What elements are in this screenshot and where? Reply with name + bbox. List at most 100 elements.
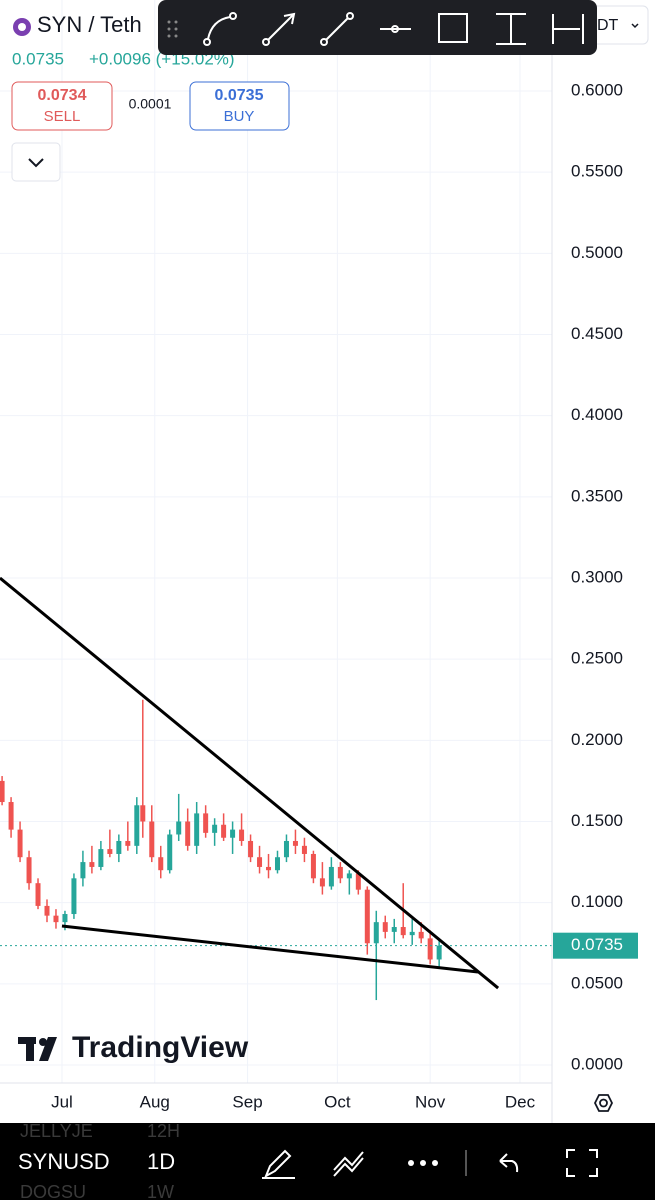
quote: DT bbox=[597, 17, 619, 34]
candle-body bbox=[337, 866, 343, 879]
candle-body bbox=[107, 849, 113, 854]
spread: 0.0001 bbox=[129, 96, 172, 112]
candle-body bbox=[185, 821, 191, 846]
sell-price: 0.0734 bbox=[38, 87, 87, 104]
drawing-toolbar bbox=[158, 0, 597, 55]
more-button[interactable] bbox=[408, 1160, 438, 1166]
symbol[interactable]: SYNUSD bbox=[18, 1149, 110, 1174]
y-tick-label: 0.1500 bbox=[571, 811, 623, 830]
undo-button[interactable] bbox=[499, 1153, 519, 1173]
candle-body bbox=[89, 862, 95, 867]
horizontal-line-tool[interactable] bbox=[380, 25, 411, 33]
path-tool[interactable] bbox=[203, 12, 237, 46]
candle-body bbox=[71, 878, 77, 915]
candle-body bbox=[436, 945, 442, 960]
buy-price: 0.0735 bbox=[215, 87, 264, 104]
fullscreen-button[interactable] bbox=[566, 1149, 598, 1177]
candle-body bbox=[80, 862, 86, 879]
candle-body bbox=[319, 878, 325, 887]
candle-body bbox=[140, 805, 146, 822]
candle-body bbox=[418, 931, 424, 939]
x-tick-label: Aug bbox=[140, 1092, 170, 1111]
y-tick-label: 0.2500 bbox=[571, 649, 623, 668]
watermark: TradingView bbox=[72, 1031, 249, 1064]
candle-body bbox=[355, 873, 361, 890]
candle-body bbox=[125, 840, 131, 846]
arrow-tool[interactable] bbox=[262, 12, 296, 46]
candle-body bbox=[373, 922, 379, 944]
ghost-symbol: JELLYJE bbox=[20, 1121, 93, 1141]
rectangle-tool[interactable] bbox=[438, 13, 468, 43]
candle-body bbox=[98, 849, 104, 867]
candle-body bbox=[134, 805, 140, 846]
x-tick-label: Sep bbox=[232, 1092, 262, 1111]
date-range-tool[interactable] bbox=[552, 14, 584, 44]
indicators-button[interactable] bbox=[333, 1151, 364, 1177]
candle-body bbox=[301, 845, 307, 854]
candle-body bbox=[266, 866, 272, 871]
y-tick-label: 0.0500 bbox=[571, 973, 623, 992]
y-tick-label: 0.3000 bbox=[571, 567, 623, 586]
ghost-interval: 12H bbox=[147, 1121, 180, 1141]
buy-button[interactable] bbox=[189, 81, 290, 131]
ghost-interval: 1W bbox=[147, 1182, 174, 1200]
candle-body bbox=[292, 840, 298, 846]
candle-body bbox=[248, 840, 254, 858]
x-tick-label: Jul bbox=[51, 1092, 73, 1111]
coin-icon bbox=[18, 23, 26, 31]
sell-label: SELL bbox=[44, 108, 81, 125]
candle-body bbox=[274, 857, 280, 871]
candle-body bbox=[53, 915, 59, 923]
candle-body bbox=[194, 813, 200, 846]
x-tick-label: Dec bbox=[505, 1092, 536, 1111]
last-price-label: 0.0735 bbox=[571, 935, 623, 954]
settings-button[interactable] bbox=[593, 1094, 614, 1112]
candle-body bbox=[382, 922, 388, 932]
ghost-symbol: DOGSU bbox=[20, 1182, 86, 1200]
candle-body bbox=[176, 821, 182, 835]
x-tick-label: Nov bbox=[415, 1092, 446, 1111]
y-tick-label: 0.5000 bbox=[571, 243, 623, 262]
candle-body bbox=[158, 857, 164, 871]
candle-body bbox=[310, 853, 316, 879]
sell-button[interactable] bbox=[11, 81, 113, 131]
y-tick-label: 0.3500 bbox=[571, 486, 623, 505]
candle-body bbox=[328, 866, 334, 887]
candle-body bbox=[221, 824, 227, 838]
toolbar-bg bbox=[158, 0, 597, 55]
y-tick-label: 0.2000 bbox=[571, 730, 623, 749]
pair-title[interactable]: SYN / Teth bbox=[37, 12, 142, 37]
candle-body bbox=[35, 883, 41, 906]
candle-body bbox=[257, 857, 263, 867]
y-tick-label: 0.0000 bbox=[571, 1054, 623, 1073]
candle-body bbox=[8, 802, 14, 830]
y-tick-label: 0.5500 bbox=[571, 162, 623, 181]
candle-body bbox=[167, 834, 173, 871]
buy-label: BUY bbox=[224, 108, 255, 125]
y-tick-label: 0.4500 bbox=[571, 324, 623, 343]
candle-body bbox=[391, 927, 397, 932]
logo-mark bbox=[18, 1037, 57, 1061]
y-tick-label: 0.4000 bbox=[571, 405, 623, 424]
trendline-tool[interactable] bbox=[320, 12, 354, 46]
x-tick-label: Oct bbox=[324, 1092, 351, 1111]
drag-handle[interactable] bbox=[167, 20, 178, 38]
trendline bbox=[61, 924, 479, 974]
collapse-button[interactable] bbox=[11, 142, 61, 182]
interval[interactable]: 1D bbox=[147, 1149, 175, 1174]
candle-body bbox=[17, 829, 23, 858]
y-tick-label: 0.1000 bbox=[571, 892, 623, 911]
candle-body bbox=[62, 914, 68, 923]
price-range-tool[interactable] bbox=[496, 13, 526, 45]
candle-body bbox=[212, 824, 218, 833]
chevron bbox=[28, 158, 44, 168]
price: 0.0735 bbox=[12, 49, 64, 68]
candle-body bbox=[427, 938, 433, 960]
candle-body bbox=[230, 829, 236, 838]
y-tick-label: 0.6000 bbox=[571, 80, 623, 99]
candle-body bbox=[26, 857, 32, 884]
candle-body bbox=[149, 821, 155, 858]
candle-body bbox=[364, 889, 370, 944]
draw-button[interactable] bbox=[262, 1149, 295, 1179]
